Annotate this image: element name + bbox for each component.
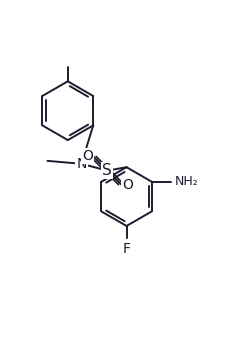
Text: N: N	[76, 157, 86, 171]
Text: F: F	[122, 242, 130, 256]
Text: O: O	[82, 149, 92, 163]
Text: O: O	[121, 178, 132, 192]
Text: NH₂: NH₂	[174, 175, 198, 188]
Text: S: S	[102, 163, 112, 178]
